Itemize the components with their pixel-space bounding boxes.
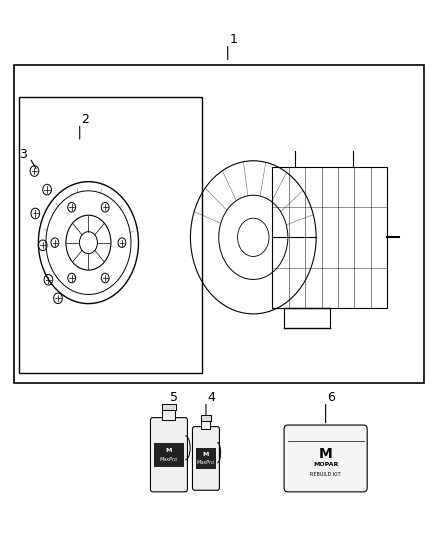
Bar [196, 448, 216, 469]
FancyBboxPatch shape [284, 425, 367, 492]
Bar [19, 97, 201, 373]
Text: MaxPro: MaxPro [197, 459, 215, 465]
Text: MaxPro: MaxPro [160, 457, 178, 462]
Bar [272, 167, 388, 308]
Text: M: M [166, 448, 172, 453]
Text: 6: 6 [327, 391, 335, 404]
Text: MOPAR: MOPAR [313, 462, 338, 467]
Bar [201, 415, 211, 421]
Text: 2: 2 [81, 112, 89, 126]
Text: M: M [319, 447, 332, 462]
Bar [201, 421, 211, 429]
FancyBboxPatch shape [192, 426, 219, 490]
Text: 3: 3 [19, 148, 27, 160]
Bar [162, 410, 176, 420]
Text: 4: 4 [207, 391, 215, 404]
Text: 1: 1 [230, 33, 238, 46]
Text: 5: 5 [170, 391, 178, 404]
Text: M: M [203, 453, 209, 457]
Bar [162, 403, 176, 410]
Text: REBUILD KIT: REBUILD KIT [310, 472, 341, 477]
Bar [14, 65, 424, 383]
Bar [154, 443, 184, 467]
FancyBboxPatch shape [150, 418, 187, 492]
